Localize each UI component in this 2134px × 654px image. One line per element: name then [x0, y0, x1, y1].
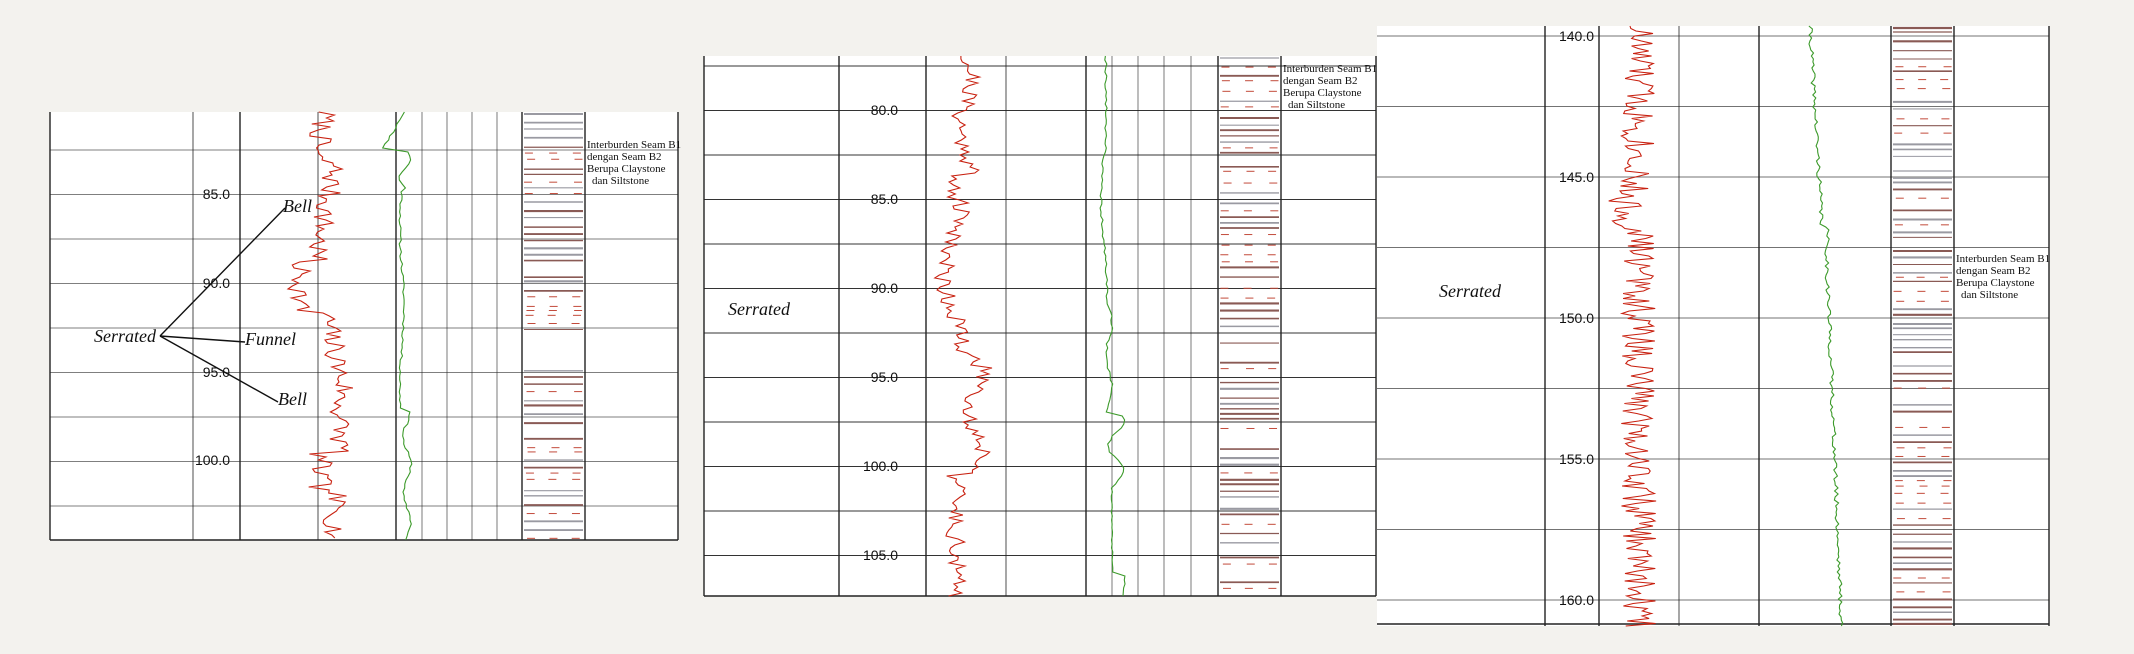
note-line: Berupa Claystone [1283, 87, 1362, 99]
depth-tick: 85.0 [871, 191, 898, 207]
well-log-panel-2: 80.0 85.0 90.0 95.0 100.0 105.0 Serrated… [703, 55, 1377, 597]
well-log-panel-3: 140.0 145.0 150.0 155.0 160.0 Serrated I… [1377, 25, 2050, 627]
depth-tick: 140.0 [1559, 28, 1594, 44]
serrated-label: Serrated [728, 299, 791, 319]
depth-grid [50, 149, 678, 507]
depth-tick: 100.0 [863, 458, 898, 474]
gamma-ray-curve [933, 56, 993, 597]
depth-grid [704, 65, 1376, 556]
note-line: dengan Seam B2 [587, 151, 662, 163]
lithology-column [1893, 26, 1952, 626]
well-log-panel-1: 85.0 90.0 95.0 100.0 Serrated Bell Funne… [49, 111, 681, 541]
note-line: dengan Seam B2 [1283, 75, 1358, 87]
note-line: Interburden Seam B1 [1283, 63, 1377, 75]
secondary-log-curve [1808, 25, 1844, 627]
track-borders [1377, 26, 2050, 626]
note-line: dan Siltstone [1288, 99, 1345, 111]
note-line: Interburden Seam B1 [1956, 253, 2050, 265]
gamma-ray-curve [286, 111, 354, 539]
secondary-log-curve [381, 111, 413, 541]
lithology-column [524, 112, 583, 539]
track-borders [49, 112, 679, 541]
note-line: Berupa Claystone [587, 163, 666, 175]
depth-tick: 80.0 [871, 102, 898, 118]
serrated-label: Serrated [1439, 281, 1502, 301]
lithology-column [1220, 57, 1279, 589]
bell-annotation: Bell [283, 196, 312, 216]
gamma-ray-curve [1608, 25, 1657, 627]
depth-grid [1377, 35, 2049, 601]
funnel-annotation: Funnel [244, 329, 296, 349]
depth-tick: 150.0 [1559, 310, 1594, 326]
depth-tick: 155.0 [1559, 451, 1594, 467]
lithology-note: Interburden Seam B1 dengan Seam B2 Berup… [1956, 253, 2050, 301]
well-log-svg-1: 85.0 90.0 95.0 100.0 Serrated Bell Funne… [49, 111, 681, 541]
depth-tick: 95.0 [203, 364, 230, 380]
note-line: Berupa Claystone [1956, 277, 2035, 289]
note-line: Interburden Seam B1 [587, 139, 681, 151]
note-line: dan Siltstone [592, 175, 649, 187]
lithology-note: Interburden Seam B1 dengan Seam B2 Berup… [587, 139, 681, 187]
serrated-label: Serrated [94, 326, 157, 346]
well-log-svg-3: 140.0 145.0 150.0 155.0 160.0 Serrated I… [1377, 25, 2050, 627]
depth-tick: 160.0 [1559, 592, 1594, 608]
depth-tick: 90.0 [871, 280, 898, 296]
depth-tick: 85.0 [203, 186, 230, 202]
note-line: dan Siltstone [1961, 289, 2018, 301]
annotation-lines [159, 207, 286, 403]
well-log-svg-2: 80.0 85.0 90.0 95.0 100.0 105.0 Serrated… [703, 55, 1377, 597]
secondary-log-curve [1099, 55, 1126, 597]
depth-tick: 95.0 [871, 369, 898, 385]
depth-tick: 105.0 [863, 547, 898, 563]
bell-annotation: Bell [278, 389, 307, 409]
depth-tick: 145.0 [1559, 169, 1594, 185]
note-line: dengan Seam B2 [1956, 265, 2031, 277]
depth-tick: 100.0 [195, 452, 230, 468]
depth-tick: 90.0 [203, 275, 230, 291]
lithology-note: Interburden Seam B1 dengan Seam B2 Berup… [1283, 63, 1377, 111]
